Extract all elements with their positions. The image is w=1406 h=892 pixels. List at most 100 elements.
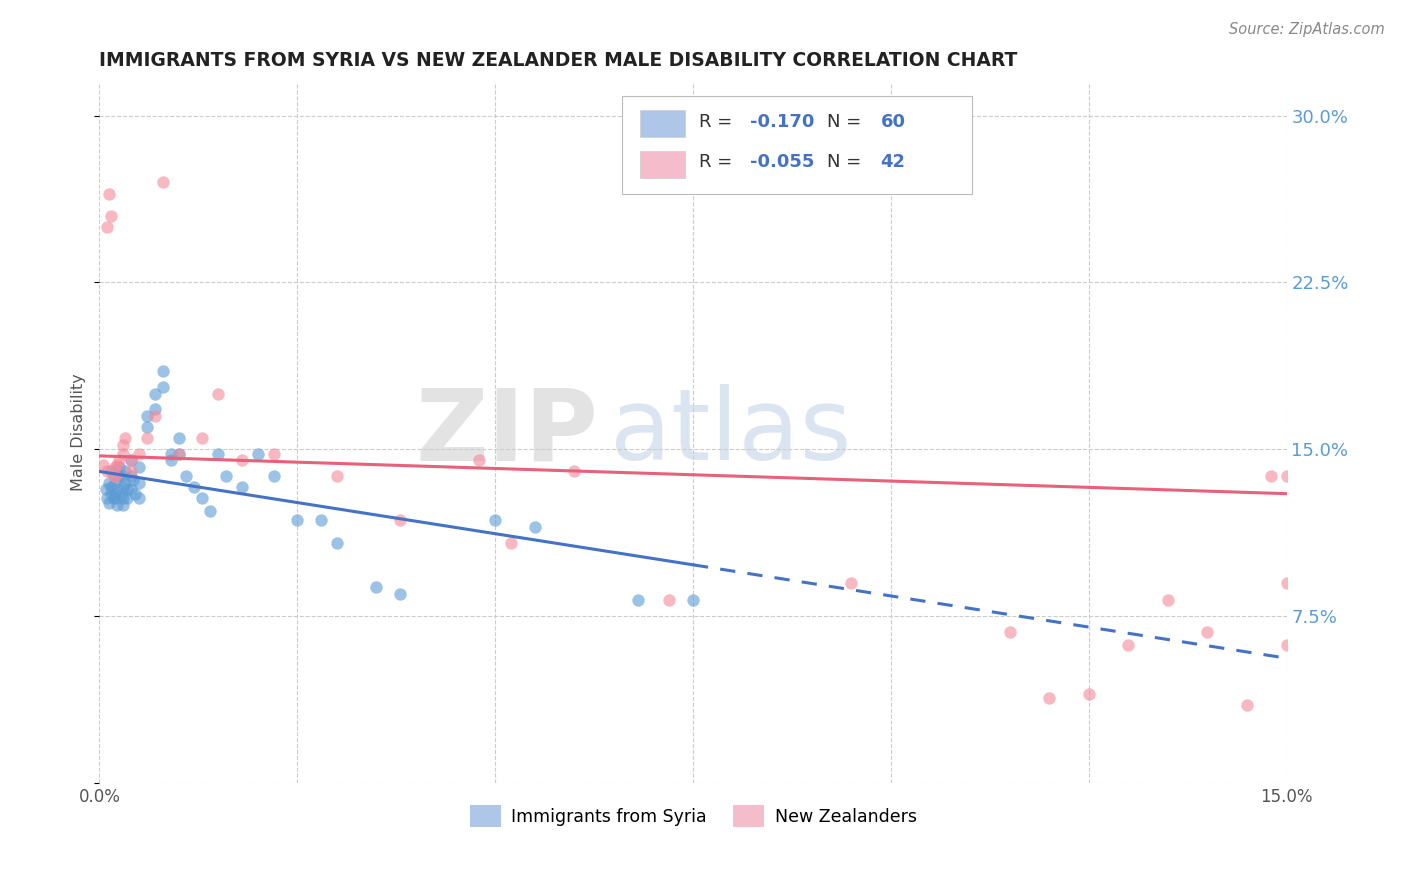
Point: [105, 458, 128, 472]
Point: [128, 460, 150, 475]
Point: [167, 447, 190, 461]
Point: [159, 447, 181, 461]
FancyBboxPatch shape: [640, 111, 685, 137]
Point: [562, 465, 585, 479]
Text: -0.170: -0.170: [749, 112, 814, 130]
Legend: Immigrants from Syria, New Zealanders: Immigrants from Syria, New Zealanders: [463, 798, 924, 833]
Point: [135, 431, 157, 445]
Point: [523, 520, 546, 534]
Point: [115, 491, 138, 505]
Point: [121, 473, 143, 487]
Point: [110, 486, 132, 500]
Point: [246, 447, 269, 461]
Point: [1236, 698, 1258, 712]
Point: [97, 475, 120, 490]
Point: [114, 431, 136, 445]
Point: [1260, 468, 1282, 483]
Point: [468, 453, 491, 467]
Point: [215, 468, 238, 483]
Text: R =: R =: [699, 153, 738, 171]
Point: [128, 447, 150, 461]
Point: [389, 513, 412, 527]
Point: [104, 475, 127, 490]
Point: [143, 402, 166, 417]
Point: [366, 580, 388, 594]
Point: [135, 409, 157, 423]
Point: [128, 491, 150, 505]
Point: [104, 468, 127, 483]
Point: [1275, 468, 1298, 483]
Point: [167, 447, 190, 461]
Point: [191, 491, 214, 505]
Point: [152, 380, 174, 394]
Text: -0.055: -0.055: [749, 153, 814, 171]
Point: [94, 482, 117, 496]
Point: [152, 364, 174, 378]
Point: [105, 482, 128, 496]
Text: R =: R =: [699, 112, 738, 130]
Point: [112, 491, 135, 505]
Point: [112, 438, 135, 452]
Point: [152, 175, 174, 189]
Point: [326, 535, 349, 549]
Point: [231, 480, 253, 494]
Point: [103, 468, 125, 483]
Point: [100, 209, 122, 223]
Point: [1157, 593, 1180, 607]
Point: [112, 480, 135, 494]
Point: [207, 386, 229, 401]
Point: [114, 465, 136, 479]
Point: [1197, 624, 1219, 639]
Point: [309, 513, 332, 527]
Point: [96, 219, 118, 234]
Point: [167, 431, 190, 445]
Point: [658, 593, 681, 607]
Point: [100, 480, 122, 494]
Point: [124, 486, 146, 500]
Text: IMMIGRANTS FROM SYRIA VS NEW ZEALANDER MALE DISABILITY CORRELATION CHART: IMMIGRANTS FROM SYRIA VS NEW ZEALANDER M…: [100, 51, 1018, 70]
Point: [103, 491, 125, 505]
Point: [626, 593, 648, 607]
Text: 60: 60: [880, 112, 905, 130]
Point: [112, 468, 135, 483]
Point: [1077, 687, 1099, 701]
Point: [128, 475, 150, 490]
Point: [96, 491, 118, 505]
Point: [389, 587, 412, 601]
Point: [100, 465, 122, 479]
Point: [263, 447, 285, 461]
Point: [120, 468, 142, 483]
Point: [159, 453, 181, 467]
Text: ZIP: ZIP: [415, 384, 598, 481]
Point: [285, 513, 308, 527]
Point: [1116, 638, 1139, 652]
Point: [112, 498, 135, 512]
Point: [104, 486, 127, 500]
Point: [998, 624, 1021, 639]
Point: [96, 465, 118, 479]
FancyBboxPatch shape: [640, 151, 685, 178]
Point: [326, 468, 349, 483]
Point: [120, 482, 142, 496]
Point: [112, 447, 135, 461]
Point: [104, 460, 127, 475]
Point: [143, 409, 166, 423]
Point: [120, 465, 142, 479]
Point: [1275, 575, 1298, 590]
Point: [143, 386, 166, 401]
Point: [108, 468, 131, 483]
Point: [105, 498, 128, 512]
Point: [682, 593, 704, 607]
Point: [97, 186, 120, 201]
FancyBboxPatch shape: [621, 96, 972, 194]
Point: [839, 575, 862, 590]
Point: [1275, 638, 1298, 652]
Point: [108, 453, 131, 467]
Point: [484, 513, 506, 527]
Point: [263, 468, 285, 483]
Point: [120, 453, 142, 467]
Point: [115, 482, 138, 496]
Point: [231, 453, 253, 467]
Point: [93, 458, 115, 472]
Point: [97, 495, 120, 509]
